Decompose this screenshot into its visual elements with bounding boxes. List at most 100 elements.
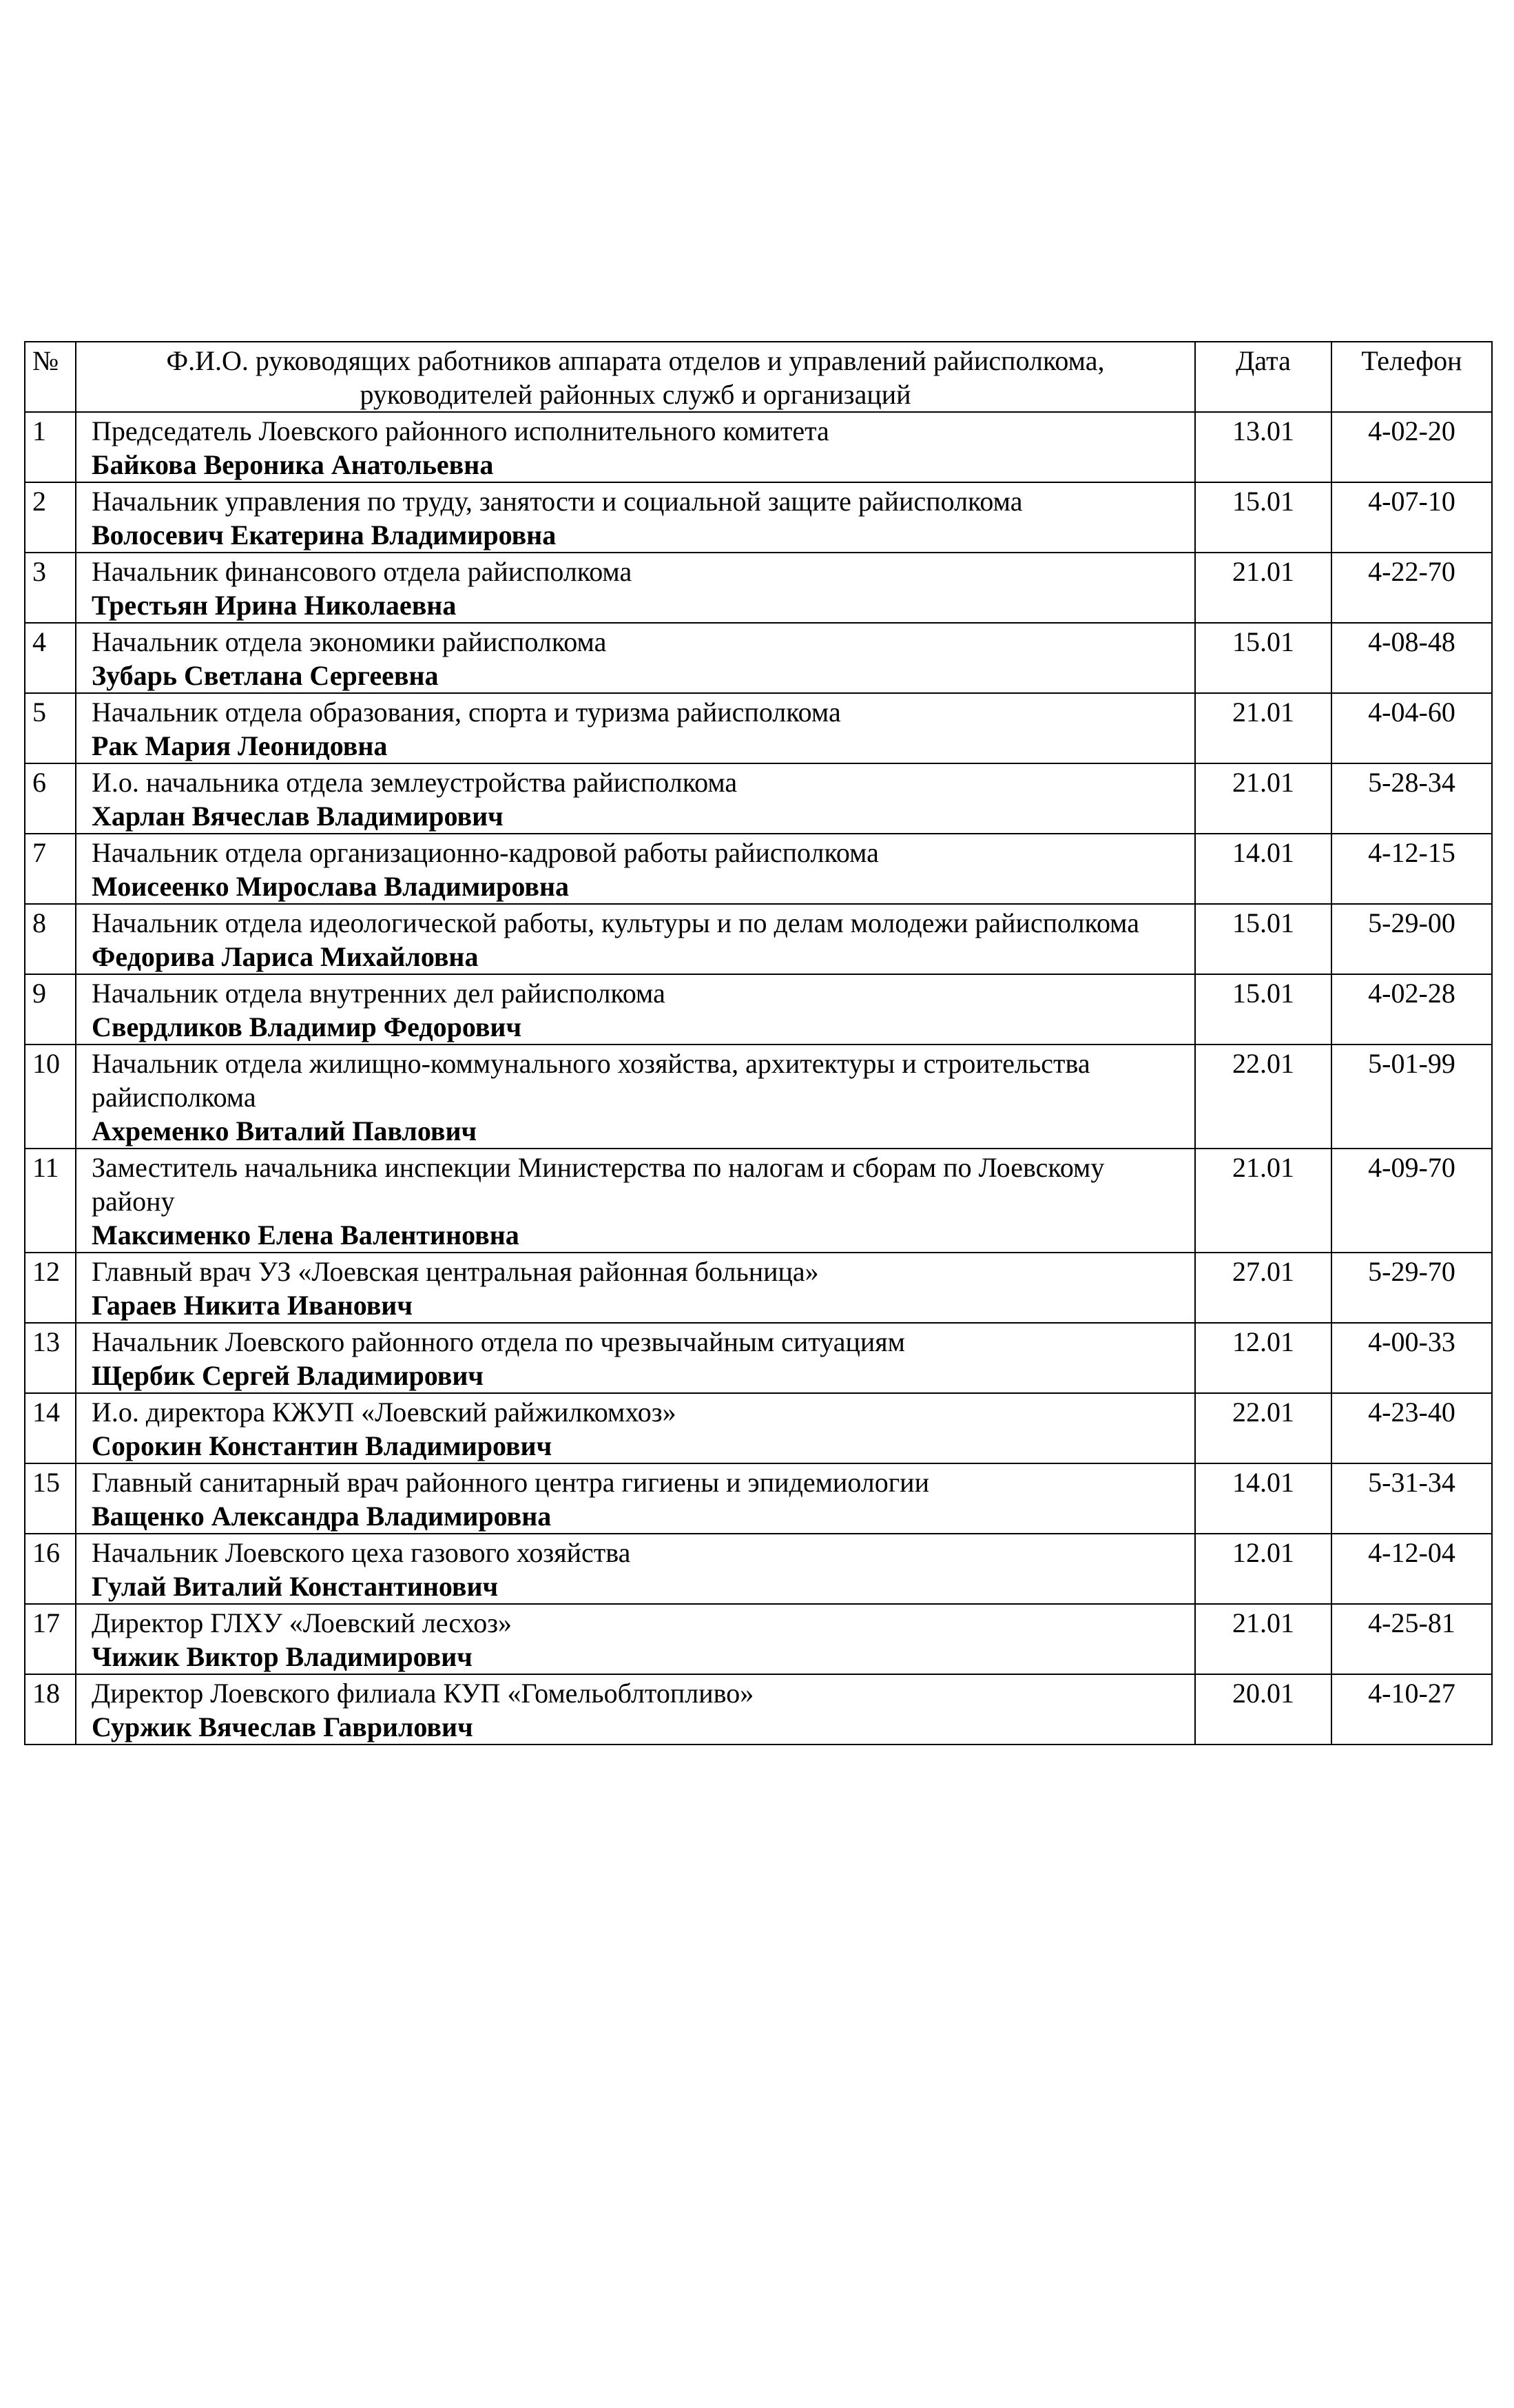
row-official: Главный санитарный врач районного центра… <box>75 1463 1196 1534</box>
row-phone: 4-12-15 <box>1331 833 1493 905</box>
row-number: 16 <box>24 1533 76 1605</box>
row-date: 14.01 <box>1194 1463 1332 1534</box>
table-row: 13 Начальник Лоевского районного отдела п… <box>24 1322 1493 1394</box>
official-name: Гулай Виталий Константинович <box>92 1571 499 1602</box>
position-text: Начальник отдела экономики райисполкома <box>92 626 607 657</box>
row-date: 21.01 <box>1194 763 1332 834</box>
row-official: Начальник отдела внутренних дел райиспол… <box>75 974 1196 1045</box>
row-phone: 5-29-00 <box>1331 903 1493 975</box>
official-name: Чижик Виктор Владимирович <box>92 1641 473 1672</box>
row-date: 15.01 <box>1194 903 1332 975</box>
row-phone: 4-00-33 <box>1331 1322 1493 1394</box>
row-phone: 4-04-60 <box>1331 692 1493 764</box>
row-number: 5 <box>24 692 76 764</box>
header-title: Ф.И.О. руководящих работников аппарата о… <box>75 341 1196 413</box>
row-number: 15 <box>24 1463 76 1534</box>
row-official: Начальник управления по труду, занятости… <box>75 482 1196 553</box>
official-name: Свердликов Владимир Федорович <box>92 1011 522 1042</box>
row-number: 1 <box>24 411 76 483</box>
row-date: 21.01 <box>1194 1148 1332 1253</box>
header-number: № <box>24 341 76 413</box>
row-phone: 5-28-34 <box>1331 763 1493 834</box>
table-row: 14 И.о. директора КЖУП «Лоевский райжилко… <box>24 1392 1493 1464</box>
row-official: И.о. директора КЖУП «Лоевский райжилкомх… <box>75 1392 1196 1464</box>
row-phone: 4-09-70 <box>1331 1148 1493 1253</box>
row-number: 13 <box>24 1322 76 1394</box>
row-phone: 4-22-70 <box>1331 552 1493 624</box>
table-header-row: № Ф.И.О. руководящих работников аппарата… <box>24 341 1493 413</box>
row-phone: 4-08-48 <box>1331 622 1493 694</box>
official-name: Моисеенко Мирослава Владимировна <box>92 871 570 902</box>
row-number: 11 <box>24 1148 76 1253</box>
row-number: 18 <box>24 1674 76 1745</box>
official-name: Ващенко Александра Владимировна <box>92 1501 552 1532</box>
row-phone: 4-25-81 <box>1331 1603 1493 1675</box>
table-row: 18 Директор Лоевского филиала КУП «Гомель… <box>24 1674 1493 1745</box>
official-name: Суржик Вячеслав Гаврилович <box>92 1711 473 1742</box>
position-text: Главный санитарный врач районного центра… <box>92 1467 929 1498</box>
row-number: 9 <box>24 974 76 1045</box>
row-phone: 4-10-27 <box>1331 1674 1493 1745</box>
row-phone: 5-01-99 <box>1331 1044 1493 1149</box>
position-text: Начальник управления по труду, занятости… <box>92 486 1023 517</box>
row-phone: 5-31-34 <box>1331 1463 1493 1534</box>
table-row: 16 Начальник Лоевского цеха газового хозя… <box>24 1533 1493 1605</box>
row-number: 8 <box>24 903 76 975</box>
row-official: Начальник отдела жилищно-коммунального х… <box>75 1044 1196 1149</box>
header-title-line1: Ф.И.О. руководящих работников аппарата о… <box>166 345 1105 376</box>
table-row: 8 Начальник отдела идеологической работы,… <box>24 903 1493 975</box>
row-official: Директор ГЛХУ «Лоевский лесхоз» Чижик Вик… <box>75 1603 1196 1675</box>
row-number: 10 <box>24 1044 76 1149</box>
table-row: 2 Начальник управления по труду, занятост… <box>24 482 1493 553</box>
row-official: Заместитель начальника инспекции Министе… <box>75 1148 1196 1253</box>
row-official: Председатель Лоевского районного исполни… <box>75 411 1196 483</box>
row-date: 21.01 <box>1194 552 1332 624</box>
position-text: И.о. директора КЖУП «Лоевский райжилкомх… <box>92 1397 676 1428</box>
position-text: Начальник финансового отдела райисполком… <box>92 556 632 587</box>
position-text: Начальник отдела внутренних дел райиспол… <box>92 978 665 1009</box>
row-number: 2 <box>24 482 76 553</box>
official-name: Сорокин Константин Владимирович <box>92 1430 552 1461</box>
header-phone: Телефон <box>1331 341 1493 413</box>
official-name: Рак Мария Леонидовна <box>92 730 388 761</box>
row-number: 6 <box>24 763 76 834</box>
row-date: 22.01 <box>1194 1392 1332 1464</box>
table-row: 12 Главный врач УЗ «Лоевская центральная … <box>24 1252 1493 1324</box>
position-text: Начальник отдела образования, спорта и т… <box>92 697 841 728</box>
row-date: 12.01 <box>1194 1533 1332 1605</box>
official-name: Байкова Вероника Анатольевна <box>92 449 494 480</box>
row-date: 20.01 <box>1194 1674 1332 1745</box>
official-name: Щербик Сергей Владимирович <box>92 1360 484 1391</box>
table-row: 9 Начальник отдела внутренних дел райиспо… <box>24 974 1493 1045</box>
table-row: 11 Заместитель начальника инспекции Минис… <box>24 1148 1493 1253</box>
position-text: И.о. начальника отдела землеустройства р… <box>92 767 738 798</box>
table-row: 7 Начальник отдела организационно-кадрово… <box>24 833 1493 905</box>
position-text: Начальник Лоевского районного отдела по … <box>92 1326 905 1357</box>
position-text: Начальник Лоевского цеха газового хозяйс… <box>92 1537 631 1568</box>
position-text: Начальник отдела организационно-кадровой… <box>92 837 879 868</box>
position-text: Заместитель начальника инспекции Министе… <box>92 1152 1105 1217</box>
header-date: Дата <box>1194 341 1332 413</box>
row-number: 14 <box>24 1392 76 1464</box>
official-name: Волосевич Екатерина Владимировна <box>92 519 557 550</box>
row-phone: 5-29-70 <box>1331 1252 1493 1324</box>
row-date: 27.01 <box>1194 1252 1332 1324</box>
row-date: 12.01 <box>1194 1322 1332 1394</box>
table-row: 6 И.о. начальника отдела землеустройства … <box>24 763 1493 834</box>
row-number: 4 <box>24 622 76 694</box>
table-row: 15 Главный санитарный врач районного цент… <box>24 1463 1493 1534</box>
position-text: Директор ГЛХУ «Лоевский лесхоз» <box>92 1607 512 1638</box>
row-official: Начальник отдела идеологической работы, … <box>75 903 1196 975</box>
row-date: 13.01 <box>1194 411 1332 483</box>
row-phone: 4-23-40 <box>1331 1392 1493 1464</box>
table-row: 17 Директор ГЛХУ «Лоевский лесхоз» Чижик В… <box>24 1603 1493 1675</box>
row-official: Начальник отдела образования, спорта и т… <box>75 692 1196 764</box>
official-name: Гараев Никита Иванович <box>92 1290 413 1321</box>
official-name: Федорива Лариса Михайловна <box>92 941 479 972</box>
row-official: Начальник Лоевского цеха газового хозяйс… <box>75 1533 1196 1605</box>
row-phone: 4-07-10 <box>1331 482 1493 553</box>
row-date: 21.01 <box>1194 1603 1332 1675</box>
table-row: 5 Начальник отдела образования, спорта и … <box>24 692 1493 764</box>
row-date: 15.01 <box>1194 974 1332 1045</box>
row-official: Начальник финансового отдела райисполком… <box>75 552 1196 624</box>
